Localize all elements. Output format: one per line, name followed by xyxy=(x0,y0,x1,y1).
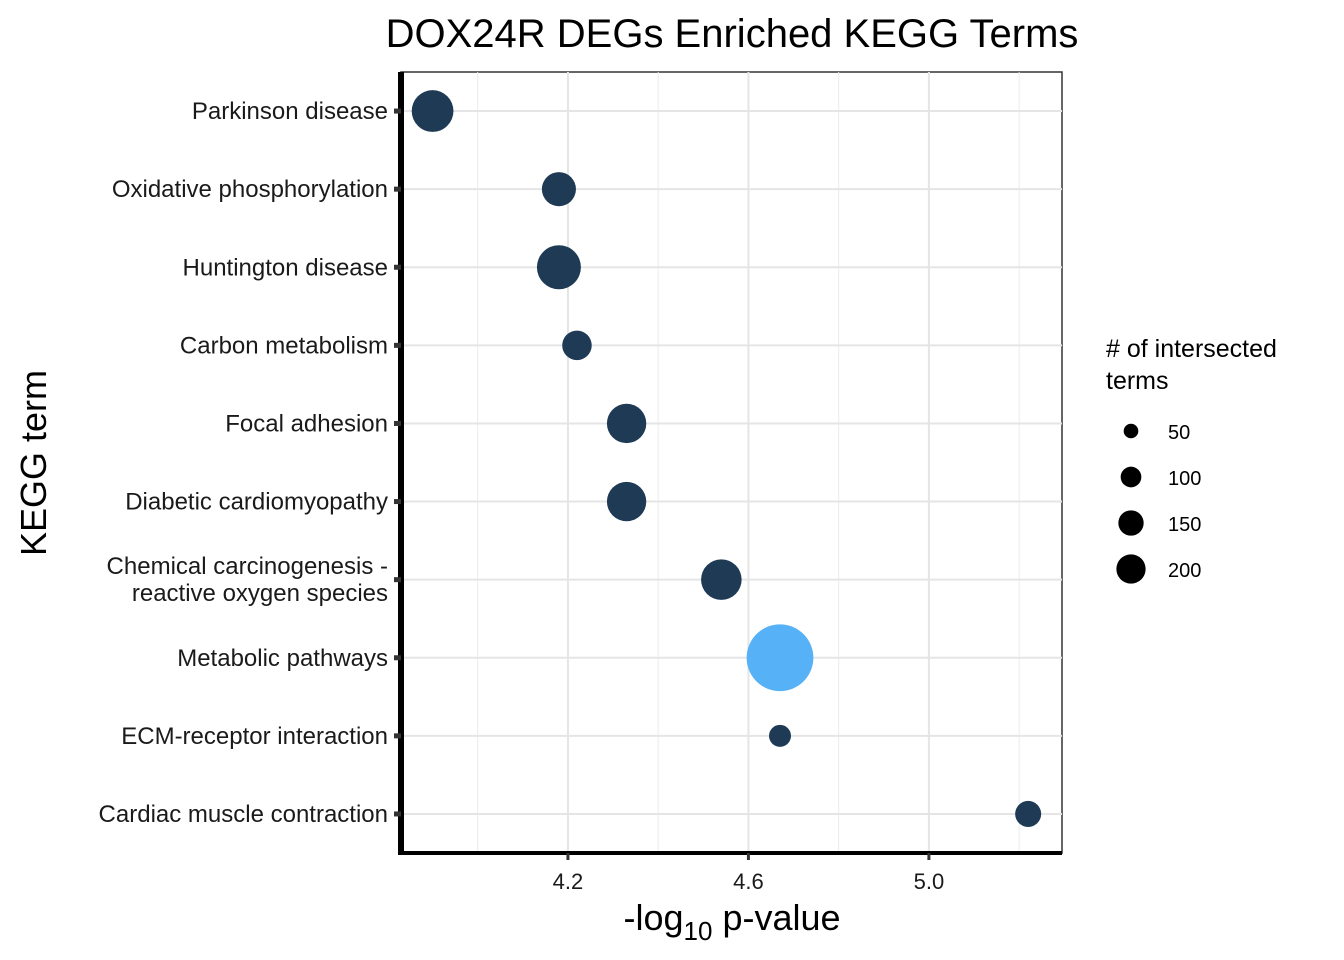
legend-key-label: 50 xyxy=(1168,422,1190,444)
y-tick-label: Focal adhesion xyxy=(225,410,388,437)
data-point xyxy=(411,90,454,132)
legend-key-label: 200 xyxy=(1168,560,1201,582)
x-tick-label: 4.2 xyxy=(553,869,584,894)
y-axis-title: KEGG term xyxy=(13,370,54,556)
data-point xyxy=(536,245,581,290)
legend-key-label: 100 xyxy=(1168,468,1201,490)
y-tick-label: Metabolic pathways xyxy=(177,645,388,672)
y-tick-label-line: Chemical carcinogenesis - xyxy=(107,553,388,580)
y-tick-label-line: Cardiac muscle contraction xyxy=(99,801,388,828)
x-axis-title-subscript: 10 xyxy=(684,916,713,946)
legend-key-circle xyxy=(1123,423,1139,439)
legend-key-label: 150 xyxy=(1168,514,1201,536)
legend-title-line-2: terms xyxy=(1106,367,1169,395)
y-tick-label-line: Oxidative phosphorylation xyxy=(112,176,388,203)
x-axis-title: -log10 p-value xyxy=(623,897,840,946)
data-points xyxy=(411,90,1042,827)
legend-key-circle xyxy=(1118,510,1144,536)
y-tick-label: Carbon metabolism xyxy=(180,332,388,359)
y-tick-label-line: Carbon metabolism xyxy=(180,332,388,359)
y-tick-label-line: Focal adhesion xyxy=(225,410,388,437)
x-axis-title-prefix: -log xyxy=(623,897,683,938)
data-point xyxy=(562,330,592,361)
y-tick-label-line: Parkinson disease xyxy=(192,98,388,125)
y-tick-label-line: reactive oxygen species xyxy=(132,580,388,607)
y-tick-label: Huntington disease xyxy=(183,254,388,281)
y-tick-label: Diabetic cardiomyopathy xyxy=(125,489,388,516)
x-tick-label: 4.6 xyxy=(733,869,764,894)
plot-panel xyxy=(400,71,1063,854)
data-point xyxy=(746,624,814,692)
x-axis-title-suffix: p-value xyxy=(712,897,840,938)
data-point xyxy=(541,172,576,207)
y-tick-label: ECM-receptor interaction xyxy=(121,723,388,750)
y-tick-label-line: Huntington disease xyxy=(183,254,388,281)
legend-key-circle xyxy=(1120,466,1142,488)
y-tick-label: Chemical carcinogenesis -reactive oxygen… xyxy=(107,553,388,607)
y-tick-label-line: Diabetic cardiomyopathy xyxy=(125,489,388,516)
size-legend: # of intersected terms 50 100 150 200 xyxy=(1106,335,1284,584)
data-point xyxy=(1015,800,1042,827)
data-point xyxy=(606,403,647,444)
data-point xyxy=(606,481,647,522)
data-point xyxy=(769,724,792,747)
y-tick-label-line: ECM-receptor interaction xyxy=(121,723,388,750)
x-tick-labels: 4.2 4.6 5.0 xyxy=(553,853,945,894)
y-tick-label: Parkinson disease xyxy=(192,98,388,125)
legend-title: # of intersected terms xyxy=(1106,335,1284,395)
y-tick-labels: Parkinson disease Oxidative phosphorylati… xyxy=(99,98,401,828)
y-tick-label-line: Metabolic pathways xyxy=(177,645,388,672)
legend-title-line-1: # of intersected xyxy=(1106,335,1277,363)
data-point xyxy=(701,559,742,600)
x-tick-label: 5.0 xyxy=(914,869,945,894)
grid-lines xyxy=(401,72,1062,853)
y-tick-label: Oxidative phosphorylation xyxy=(112,176,388,203)
legend-key-circle xyxy=(1116,554,1146,584)
chart-title: DOX24R DEGs Enriched KEGG Terms xyxy=(386,12,1079,56)
y-tick-label: Cardiac muscle contraction xyxy=(99,801,388,828)
